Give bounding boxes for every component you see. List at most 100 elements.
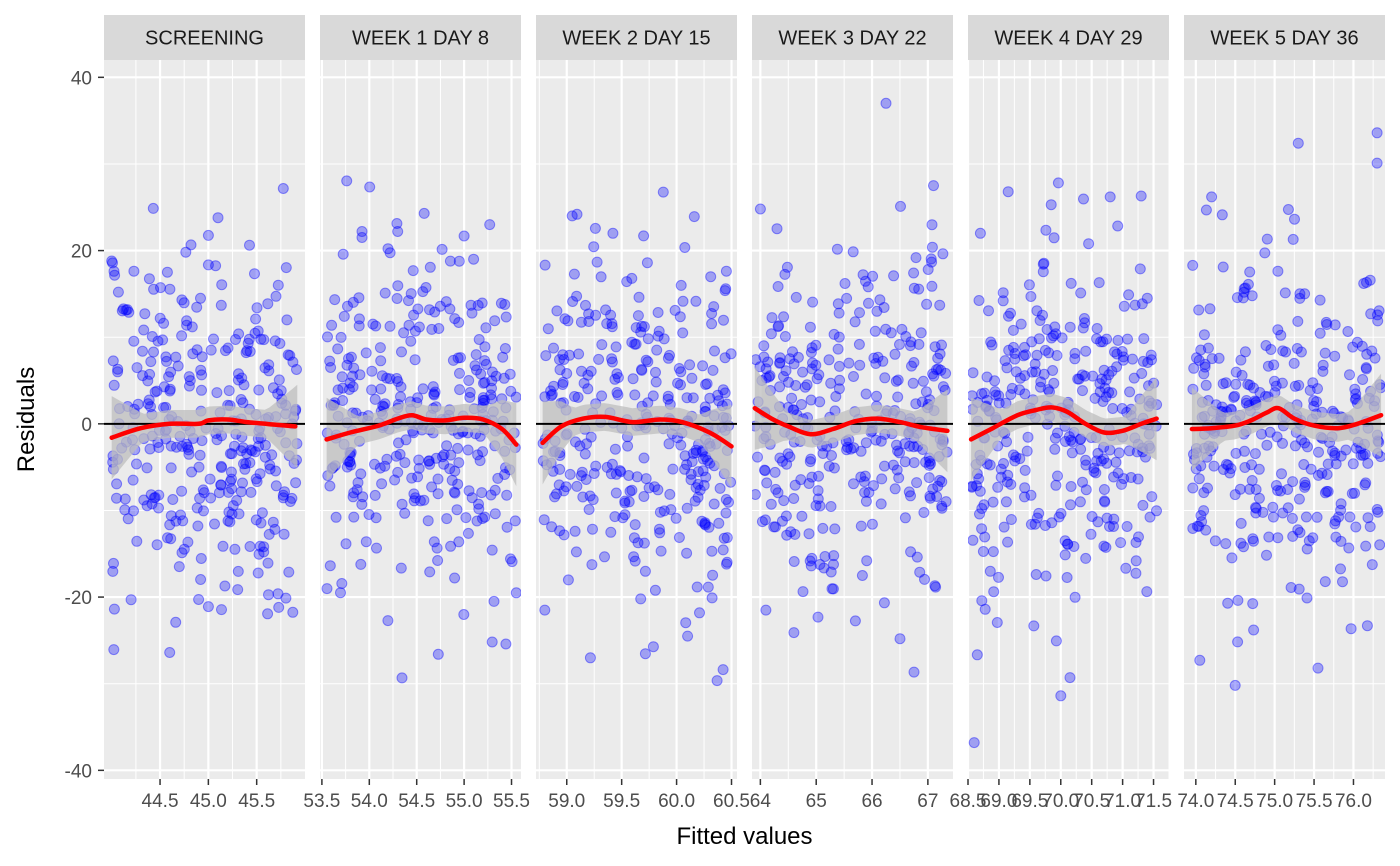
data-point [707, 364, 719, 376]
data-point [868, 480, 879, 492]
data-point [924, 492, 936, 504]
data-point [1261, 233, 1273, 245]
data-point [1275, 329, 1287, 341]
data-point [1029, 358, 1041, 370]
data-point [1277, 345, 1289, 357]
data-point [352, 477, 364, 489]
data-point [1085, 528, 1097, 540]
data-point [1267, 501, 1279, 513]
data-point [1262, 360, 1274, 372]
data-point [1025, 489, 1037, 501]
data-point [432, 488, 444, 500]
data-point [539, 391, 551, 403]
data-point [721, 556, 733, 568]
data-point [596, 390, 608, 402]
data-point [1312, 383, 1323, 395]
data-point [1133, 531, 1144, 543]
data-point [653, 523, 665, 535]
data-point [1007, 324, 1019, 336]
data-point [919, 573, 930, 585]
data-point [1091, 333, 1103, 345]
data-point [923, 459, 935, 471]
data-point [324, 355, 336, 367]
data-point [1270, 380, 1282, 392]
data-point [264, 463, 276, 475]
data-point [1317, 365, 1329, 377]
data-point [1073, 373, 1085, 385]
data-point [145, 401, 156, 413]
data-point [772, 487, 784, 499]
data-point [1276, 377, 1288, 389]
data-point [223, 385, 235, 397]
data-point [610, 341, 622, 353]
data-point [440, 296, 452, 308]
data-point [770, 483, 782, 495]
data-point [1015, 318, 1027, 330]
data-point [1238, 283, 1250, 295]
data-point [623, 470, 635, 481]
data-point [1265, 344, 1277, 355]
data-point [1055, 508, 1067, 519]
data-point [1250, 502, 1262, 514]
data-point [1355, 449, 1367, 461]
data-point [806, 552, 818, 564]
data-point [670, 512, 682, 524]
data-point [692, 466, 704, 478]
data-point [639, 648, 651, 660]
data-point [717, 544, 729, 556]
data-point [1030, 366, 1042, 378]
data-point [936, 500, 948, 512]
data-point [752, 489, 761, 500]
data-point [599, 551, 610, 563]
data-point [185, 239, 197, 251]
data-point [908, 666, 920, 678]
data-point [505, 553, 516, 565]
data-point [849, 615, 861, 627]
data-point [1000, 496, 1012, 508]
data-point [145, 356, 157, 368]
data-point [1279, 287, 1291, 299]
data-point [593, 353, 605, 365]
data-point [870, 434, 882, 446]
data-point [249, 268, 260, 280]
data-point [379, 287, 391, 299]
data-point [845, 443, 857, 455]
data-point [191, 502, 203, 514]
data-point [1021, 445, 1033, 457]
data-point [685, 474, 697, 486]
data-point [976, 595, 988, 607]
data-point [706, 545, 718, 557]
facet-strip-label: WEEK 2 DAY 15 [562, 28, 710, 50]
data-point [756, 516, 768, 528]
data-point [1014, 372, 1026, 384]
data-point [588, 468, 600, 479]
data-point [451, 504, 463, 516]
data-point [469, 360, 481, 372]
data-point [1291, 343, 1303, 354]
data-point [889, 348, 901, 360]
data-point [244, 541, 256, 552]
data-point [1250, 484, 1262, 495]
data-point [1080, 345, 1092, 357]
data-point [148, 346, 159, 358]
data-point [191, 301, 203, 313]
data-point [1104, 521, 1115, 532]
x-axis-title: Fitted values [676, 823, 812, 850]
data-point [684, 359, 696, 371]
data-point [630, 322, 642, 334]
data-point [687, 448, 699, 459]
data-point [108, 603, 120, 615]
data-point [363, 509, 375, 520]
data-point [232, 374, 244, 386]
data-point [940, 496, 952, 508]
data-point [332, 343, 344, 355]
data-point [1031, 349, 1043, 361]
data-point [587, 523, 598, 535]
data-point [601, 318, 613, 330]
data-point [1040, 224, 1052, 236]
data-point [977, 546, 989, 557]
data-point [479, 355, 491, 367]
data-point [878, 597, 890, 609]
data-point [583, 308, 595, 320]
data-point [215, 479, 227, 491]
